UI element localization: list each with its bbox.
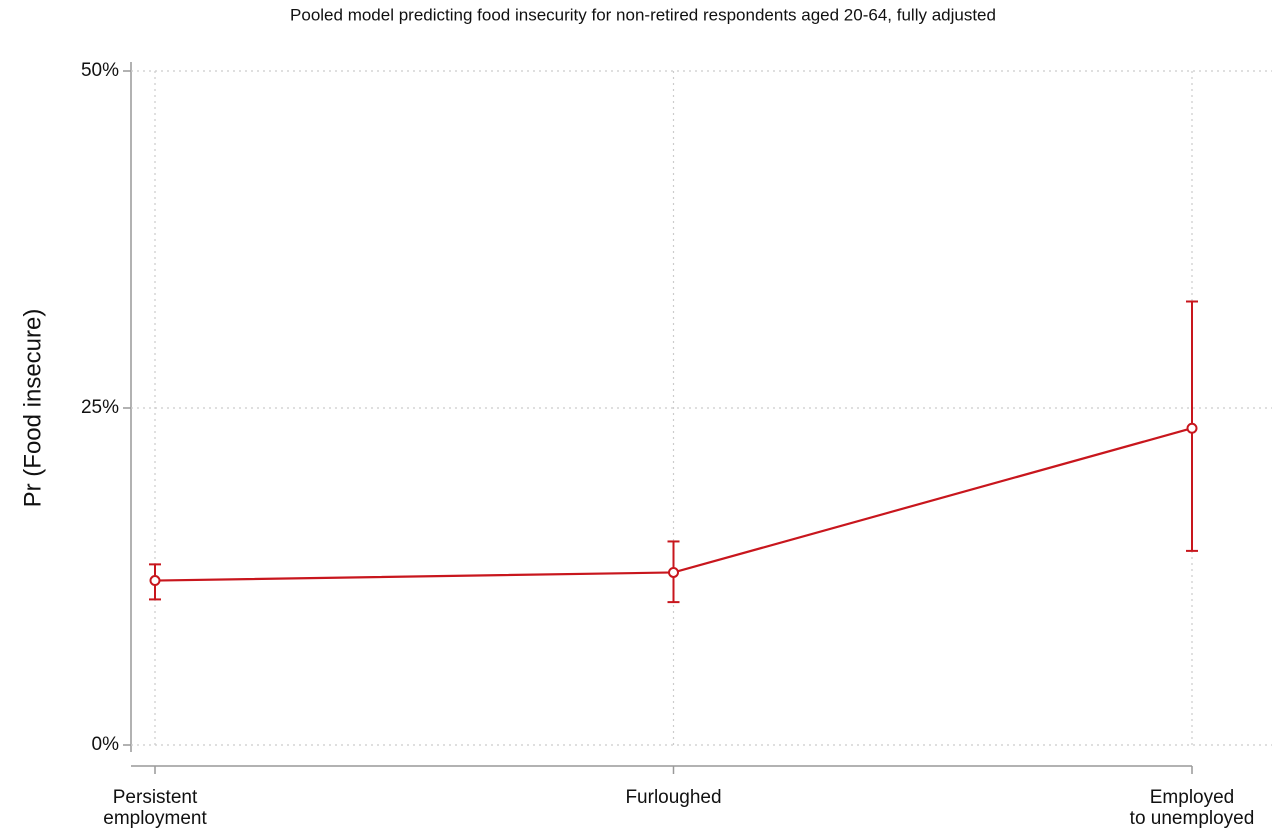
x-tick-label: Furloughed — [625, 787, 721, 808]
y-tick-label: 0% — [92, 734, 120, 755]
chart-title: Pooled model predicting food insecurity … — [290, 5, 996, 24]
x-tick-label: Persistent employment — [103, 787, 207, 829]
y-tick-label: 50% — [81, 60, 119, 81]
y-tick-label: 25% — [81, 397, 119, 418]
y-axis-label: Pr (Food insecure) — [19, 309, 46, 508]
point — [668, 566, 679, 578]
point — [1186, 422, 1198, 434]
x-tick-label: Employed to unemployed — [1130, 787, 1255, 829]
point — [149, 575, 161, 587]
